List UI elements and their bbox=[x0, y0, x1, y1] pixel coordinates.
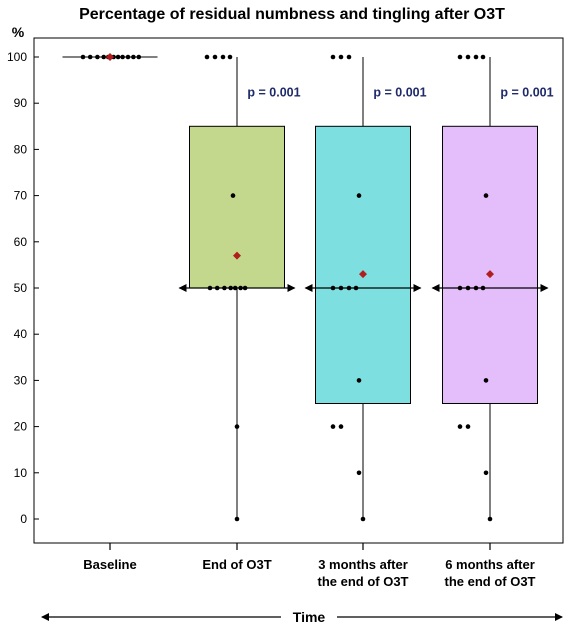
data-point bbox=[101, 54, 106, 60]
data-point bbox=[131, 54, 136, 60]
data-point bbox=[483, 378, 489, 383]
data-point bbox=[480, 54, 486, 60]
mean-marker bbox=[486, 270, 494, 279]
data-point bbox=[473, 54, 479, 60]
data-point bbox=[242, 285, 248, 291]
data-point bbox=[465, 424, 471, 429]
y-tick-label: 10 bbox=[14, 466, 28, 480]
data-point bbox=[457, 424, 463, 429]
data-point bbox=[480, 285, 486, 291]
time-label-background bbox=[281, 608, 337, 626]
y-tick-label: 80 bbox=[14, 142, 28, 156]
y-tick-label: 30 bbox=[14, 373, 28, 387]
data-point bbox=[457, 54, 463, 60]
data-point bbox=[80, 54, 86, 60]
p-value-label: p = 0.001 bbox=[373, 85, 426, 99]
data-point bbox=[473, 285, 479, 291]
data-point bbox=[115, 54, 121, 60]
data-point bbox=[346, 54, 352, 60]
p-value-label: p = 0.001 bbox=[247, 85, 300, 99]
data-point bbox=[330, 424, 336, 429]
data-point bbox=[330, 285, 336, 291]
p-value-label: p = 0.001 bbox=[500, 85, 553, 99]
boxes-layer: p = 0.001 p = 0.001 p = 0.001 bbox=[62, 53, 554, 522]
y-tick-label: 90 bbox=[14, 96, 28, 110]
data-point bbox=[228, 285, 233, 291]
y-axis-unit: % bbox=[12, 24, 25, 40]
data-point bbox=[232, 285, 238, 291]
x-axis-label: Time bbox=[293, 609, 326, 625]
x-category-label: End of O3T bbox=[202, 557, 271, 572]
y-tick-label: 70 bbox=[14, 189, 28, 203]
iqr-box bbox=[315, 125, 411, 405]
data-point bbox=[87, 54, 93, 60]
data-point bbox=[120, 54, 125, 60]
data-point bbox=[234, 424, 240, 429]
data-point bbox=[483, 193, 489, 198]
data-point bbox=[234, 516, 240, 522]
data-point bbox=[230, 193, 236, 198]
data-point bbox=[353, 285, 359, 291]
y-tick-label: 20 bbox=[14, 420, 28, 434]
data-point bbox=[338, 285, 344, 291]
x-category-label: the end of O3T bbox=[445, 574, 536, 589]
x-category-label: Baseline bbox=[83, 557, 136, 572]
data-point bbox=[238, 285, 243, 291]
y-tick-label: 0 bbox=[20, 512, 27, 526]
data-point bbox=[338, 54, 344, 60]
data-point bbox=[465, 54, 471, 60]
data-point bbox=[125, 54, 131, 60]
iqr-box bbox=[189, 125, 285, 289]
y-tick-label: 100 bbox=[7, 50, 27, 64]
data-point bbox=[465, 285, 471, 291]
data-point bbox=[457, 285, 463, 291]
y-axis: 0 10 20 30 40 50 60 70 80 90 100 bbox=[7, 50, 39, 526]
data-point bbox=[136, 54, 142, 60]
data-point bbox=[222, 285, 227, 291]
data-point bbox=[356, 378, 362, 383]
data-point bbox=[483, 470, 489, 476]
data-point bbox=[220, 54, 226, 60]
data-point bbox=[356, 470, 362, 476]
x-axis: Baseline End of O3T 3 months after the end … bbox=[83, 543, 536, 589]
chart-title: Percentage of residual numbness and ting… bbox=[79, 6, 505, 23]
data-point bbox=[227, 54, 233, 60]
data-point bbox=[212, 54, 218, 60]
iqr-box bbox=[442, 125, 538, 405]
data-point bbox=[330, 54, 336, 60]
data-point bbox=[487, 516, 493, 522]
mean-marker bbox=[106, 53, 114, 61]
data-point bbox=[356, 193, 362, 198]
data-point bbox=[346, 285, 352, 291]
mean-marker bbox=[233, 251, 241, 260]
x-category-label: the end of O3T bbox=[318, 574, 409, 589]
data-point bbox=[207, 285, 213, 291]
x-category-label: 6 months after bbox=[445, 557, 535, 572]
y-tick-label: 50 bbox=[14, 281, 28, 295]
data-point bbox=[214, 285, 220, 291]
data-point bbox=[204, 54, 210, 60]
y-tick-label: 40 bbox=[14, 327, 28, 341]
mean-marker bbox=[359, 270, 367, 279]
x-category-label: 3 months after bbox=[318, 557, 408, 572]
y-tick-label: 60 bbox=[14, 235, 28, 249]
plot-frame bbox=[33, 37, 564, 544]
data-point bbox=[360, 516, 366, 522]
data-point bbox=[95, 54, 100, 60]
data-point bbox=[338, 424, 344, 429]
